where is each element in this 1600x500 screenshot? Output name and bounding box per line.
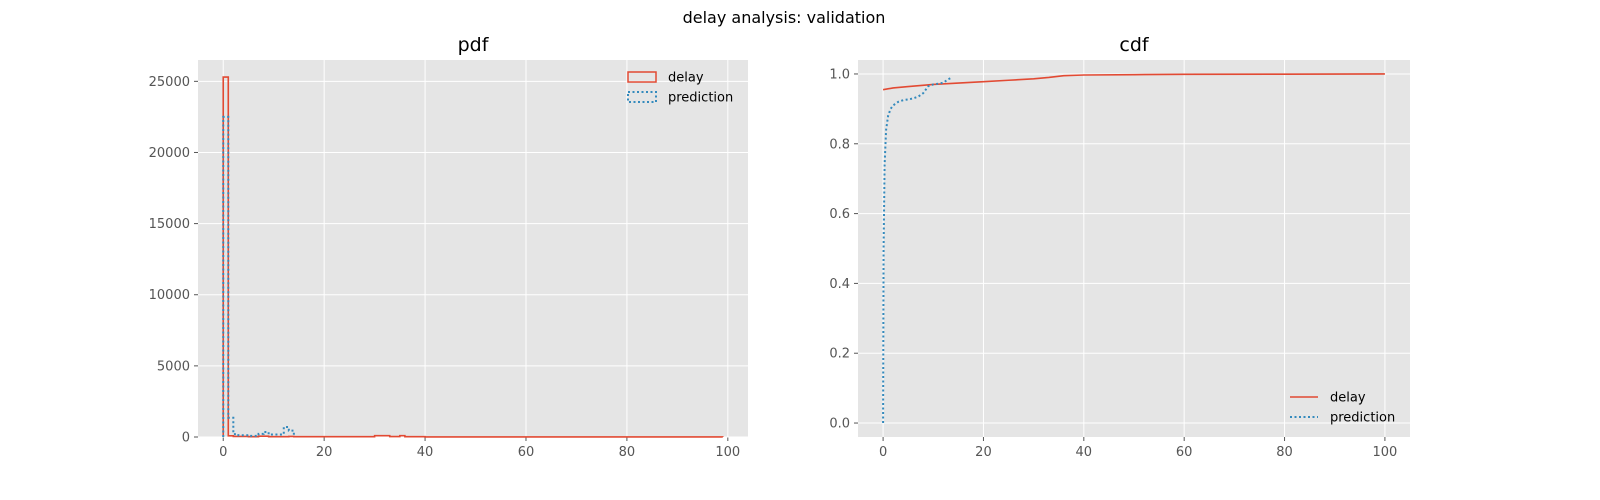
legend: delay prediction [627,71,733,106]
x-tick-label: 40 [417,445,434,460]
panel-pdf: 0 20 40 60 80 100 0 5000 10000 15000 20000 25000 pdf… [149,34,748,460]
y-tick-label: 0.6 [829,207,850,222]
legend: delay prediction [1290,391,1395,426]
legend-swatch-prediction [627,91,657,103]
series-delay-line [222,76,724,438]
x-tick-label: 0 [879,445,887,460]
legend-label-delay: delay [1330,391,1366,406]
y-tick-label: 1.0 [829,67,850,82]
series-delay-line [882,73,1385,91]
plot-area [198,60,748,437]
series-prediction-line [882,76,953,424]
legend-label-prediction: prediction [1330,411,1395,426]
y-tick-label: 5000 [157,359,190,374]
panel-title: cdf [1119,34,1150,56]
panel-cdf: 0 20 40 60 80 100 0.0 0.2 0.4 0.6 0.8 1.0 cdf delay pr… [829,34,1410,460]
x-tick-label: 60 [1176,445,1193,460]
x-tick-label: 100 [1372,445,1397,460]
y-tick-label: 0 [182,431,190,446]
x-tick-label: 0 [219,445,227,460]
figure-suptitle: delay analysis: validation [683,8,886,27]
y-tick-label: 15000 [149,217,190,232]
y-tick-label: 20000 [149,146,190,161]
y-tick-label: 0.8 [829,137,850,152]
plot-area [858,60,1410,437]
x-tick-label: 100 [715,445,740,460]
x-tick-label: 20 [316,445,333,460]
x-tick-label: 20 [975,445,992,460]
y-tick-label: 0.2 [829,347,850,362]
series-prediction-line [222,115,295,437]
y-tick-label: 10000 [149,288,190,303]
legend-label-prediction: prediction [668,91,733,106]
legend-swatch-delay [627,71,657,83]
y-tick-label: 0.4 [829,277,850,292]
legend-label-delay: delay [668,71,704,86]
panel-title: pdf [458,34,490,56]
x-tick-label: 60 [518,445,535,460]
y-tick-label: 0.0 [829,417,850,432]
y-tick-label: 25000 [149,75,190,90]
x-tick-label: 40 [1076,445,1093,460]
x-tick-label: 80 [619,445,636,460]
x-tick-label: 80 [1276,445,1293,460]
